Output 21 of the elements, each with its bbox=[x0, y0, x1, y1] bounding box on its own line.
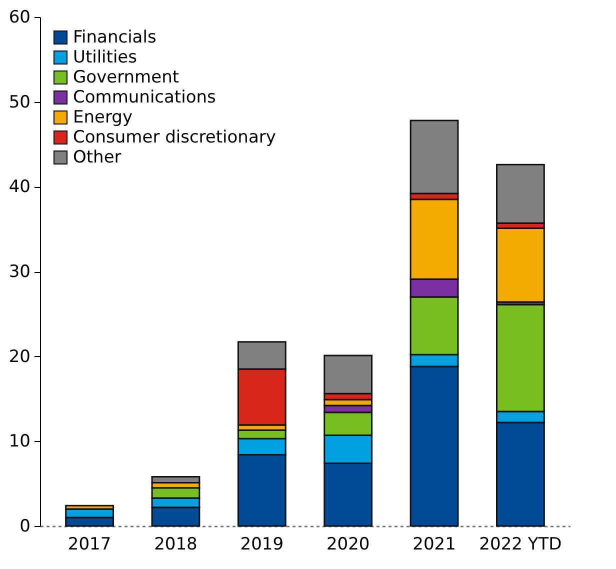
y-tick-label: 0 bbox=[20, 516, 30, 536]
y-tick-label: 30 bbox=[8, 262, 30, 282]
x-tick-label: 2019 bbox=[240, 534, 284, 554]
x-tick-label: 2020 bbox=[326, 534, 370, 554]
y-tick-label: 50 bbox=[8, 92, 30, 112]
bar bbox=[496, 227, 545, 303]
legend-label: Government bbox=[73, 68, 180, 88]
x-tick-label: 2017 bbox=[68, 534, 112, 554]
legend-label: Financials bbox=[73, 28, 156, 48]
legend-label: Communications bbox=[73, 88, 216, 108]
y-tick-label: 40 bbox=[8, 177, 30, 198]
y-tick-label: 20 bbox=[8, 346, 30, 367]
legend-label: Consumer discretionary bbox=[73, 128, 276, 148]
x-tick-label: 2018 bbox=[154, 534, 198, 554]
x-tick-label: 2022 YTD bbox=[479, 534, 562, 554]
y-tick-label: 60 bbox=[8, 8, 30, 28]
legend-label: Utilities bbox=[73, 48, 138, 68]
x-tick-label: 2021 bbox=[412, 534, 456, 554]
y-tick-label: 10 bbox=[8, 432, 30, 452]
legend-label: Other bbox=[73, 148, 122, 168]
legend-label: Energy bbox=[73, 108, 133, 128]
